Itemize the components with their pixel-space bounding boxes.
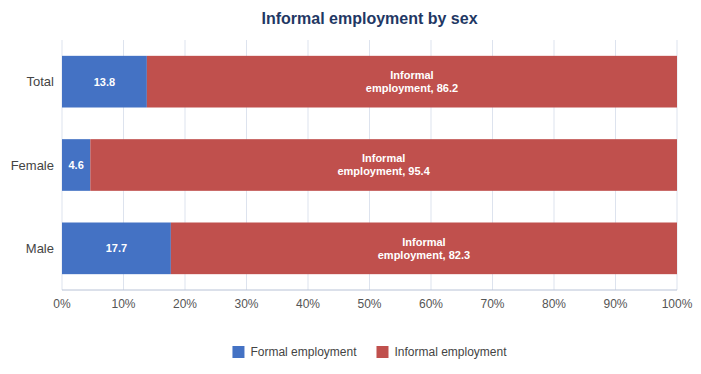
- x-tick-label: 0%: [53, 297, 71, 311]
- x-tick-label: 10%: [111, 297, 135, 311]
- legend-label: Informal employment: [394, 345, 507, 359]
- x-tick-label: 70%: [480, 297, 504, 311]
- y-tick-label: Total: [27, 74, 55, 89]
- data-label: Informalemployment, 82.3: [378, 236, 470, 261]
- bar: [62, 139, 90, 191]
- bars: [62, 56, 677, 274]
- legend: Formal employment Informal employment: [232, 345, 507, 359]
- bar: [171, 223, 677, 275]
- bar: [90, 139, 677, 191]
- y-tick-label: Male: [26, 241, 54, 256]
- data-label-line: employment, 86.2: [366, 82, 458, 94]
- x-tick-label: 40%: [296, 297, 320, 311]
- data-label: Informalemployment, 86.2: [366, 69, 458, 94]
- x-axis-line: [62, 290, 677, 291]
- data-label-line: Informal: [390, 69, 433, 81]
- data-label-line: Informal: [362, 152, 405, 164]
- data-label-line: 4.6: [68, 159, 83, 171]
- data-label-line: employment, 82.3: [378, 249, 470, 261]
- legend-swatch: [232, 346, 244, 358]
- data-label: 4.6: [68, 159, 83, 171]
- title: Informal employment by sex: [261, 10, 477, 27]
- y-tick-label: Female: [11, 158, 54, 173]
- data-labels: 17.74.613.8Informalemployment, 82.3Infor…: [68, 69, 470, 261]
- x-tick-label: 100%: [662, 297, 693, 311]
- legend-label: Formal employment: [250, 345, 357, 359]
- x-tick-label: 20%: [173, 297, 197, 311]
- data-label-line: 13.8: [94, 76, 115, 88]
- x-tick-label: 90%: [603, 297, 627, 311]
- data-label-line: Informal: [402, 236, 445, 248]
- chart-container: Informal employment by sex 0% 10% 20% 30% 40%…: [0, 0, 701, 374]
- bar: [147, 56, 677, 108]
- bar: [62, 223, 171, 275]
- x-tick-label: 80%: [542, 297, 566, 311]
- chart: Informal employment by sex 0% 10% 20% 30% 40%…: [0, 0, 701, 374]
- data-label: Informalemployment, 95.4: [337, 152, 430, 177]
- bar: [62, 56, 147, 108]
- x-tick-label: 50%: [357, 297, 381, 311]
- data-label-line: 17.7: [106, 242, 127, 254]
- grid: [62, 40, 677, 290]
- data-label: 17.7: [106, 242, 127, 254]
- data-label: 13.8: [94, 76, 115, 88]
- x-tick-label: 60%: [419, 297, 443, 311]
- data-label-line: employment, 95.4: [337, 165, 430, 177]
- legend-swatch: [376, 346, 388, 358]
- x-tick-label: 30%: [234, 297, 258, 311]
